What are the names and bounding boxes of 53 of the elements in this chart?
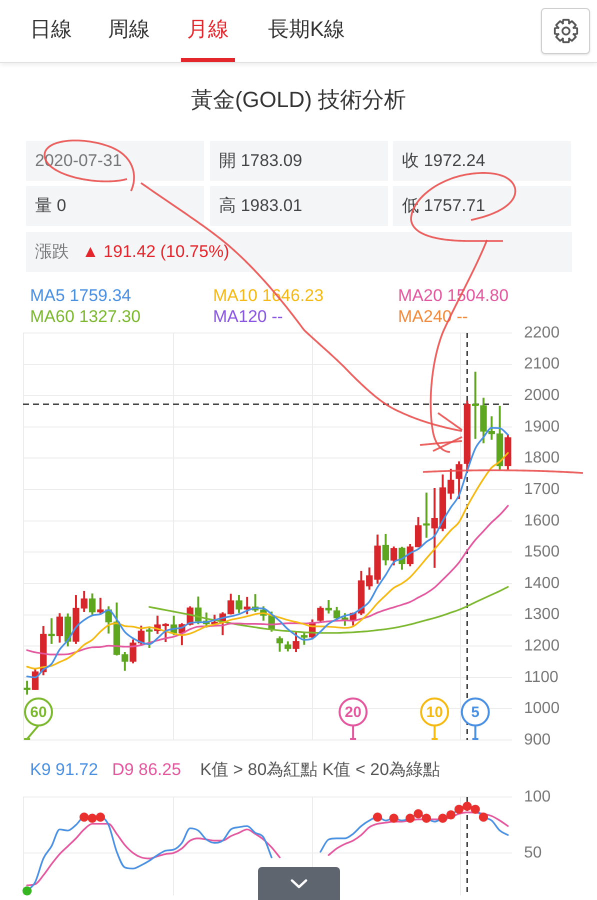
text: MA60 1327.30: [30, 307, 141, 327]
text: MA5 1759.34: [30, 286, 132, 306]
point: [454, 804, 464, 814]
candlestick: [48, 618, 55, 644]
text: ▲ 191.42 (10.75%): [82, 241, 230, 263]
info-cell: 開 1783.09: [210, 141, 388, 181]
y-tick-label: 1400: [524, 574, 560, 592]
text: 長期K線: [268, 17, 346, 43]
text: 周線: [108, 17, 150, 43]
y-tick-label: 1000: [524, 700, 560, 718]
point: [22, 886, 32, 896]
info-cell: 量 0: [26, 186, 204, 226]
y-tick-label: 1200: [524, 637, 560, 654]
candlestick: [423, 492, 430, 538]
y-tick-label: 1600: [524, 512, 560, 530]
text: 日線: [30, 17, 72, 43]
legend-label: MA120 --: [213, 307, 283, 327]
y-tick-label: 1300: [524, 606, 560, 624]
y-tick-label: 1700: [524, 480, 560, 498]
y-tick-label: 1500: [524, 544, 560, 561]
text: 月線: [187, 17, 229, 43]
y-tick-label: 1800: [524, 450, 560, 467]
y-tick-label: 100: [524, 788, 551, 806]
info-cell: 高 1983.01: [210, 186, 388, 226]
y-tick-label: 2100: [524, 356, 560, 373]
text: K值 > 80為紅點 K值 < 20為綠點: [200, 760, 440, 780]
y-tick-label: 2000: [524, 387, 560, 404]
annotation: 60: [30, 704, 47, 722]
point: [88, 814, 97, 823]
y-tick-label: 1100: [524, 668, 559, 686]
point: [96, 812, 106, 822]
point: [470, 804, 480, 814]
point: [446, 810, 456, 820]
point: [389, 814, 398, 823]
annotation: 5: [471, 704, 480, 722]
text: 黃金(GOLD) 技術分析: [190, 86, 408, 114]
annotation: 10: [426, 704, 443, 722]
point: [372, 812, 382, 822]
point: [80, 812, 89, 822]
y-tick-label: 2200: [524, 324, 560, 342]
text: D9 86.25: [112, 760, 182, 780]
annotation: 20: [344, 704, 362, 722]
point: [414, 809, 423, 818]
info-cell: 收 1972.24: [393, 141, 571, 181]
y-tick-label: 1900: [524, 418, 560, 436]
point: [406, 814, 415, 823]
point: [478, 812, 488, 822]
text: K9 91.72: [30, 760, 98, 780]
y-tick-label: 50: [524, 844, 542, 862]
point: [462, 802, 472, 811]
point: [438, 814, 448, 823]
y-tick-label: 900: [524, 731, 551, 748]
point: [422, 814, 432, 823]
